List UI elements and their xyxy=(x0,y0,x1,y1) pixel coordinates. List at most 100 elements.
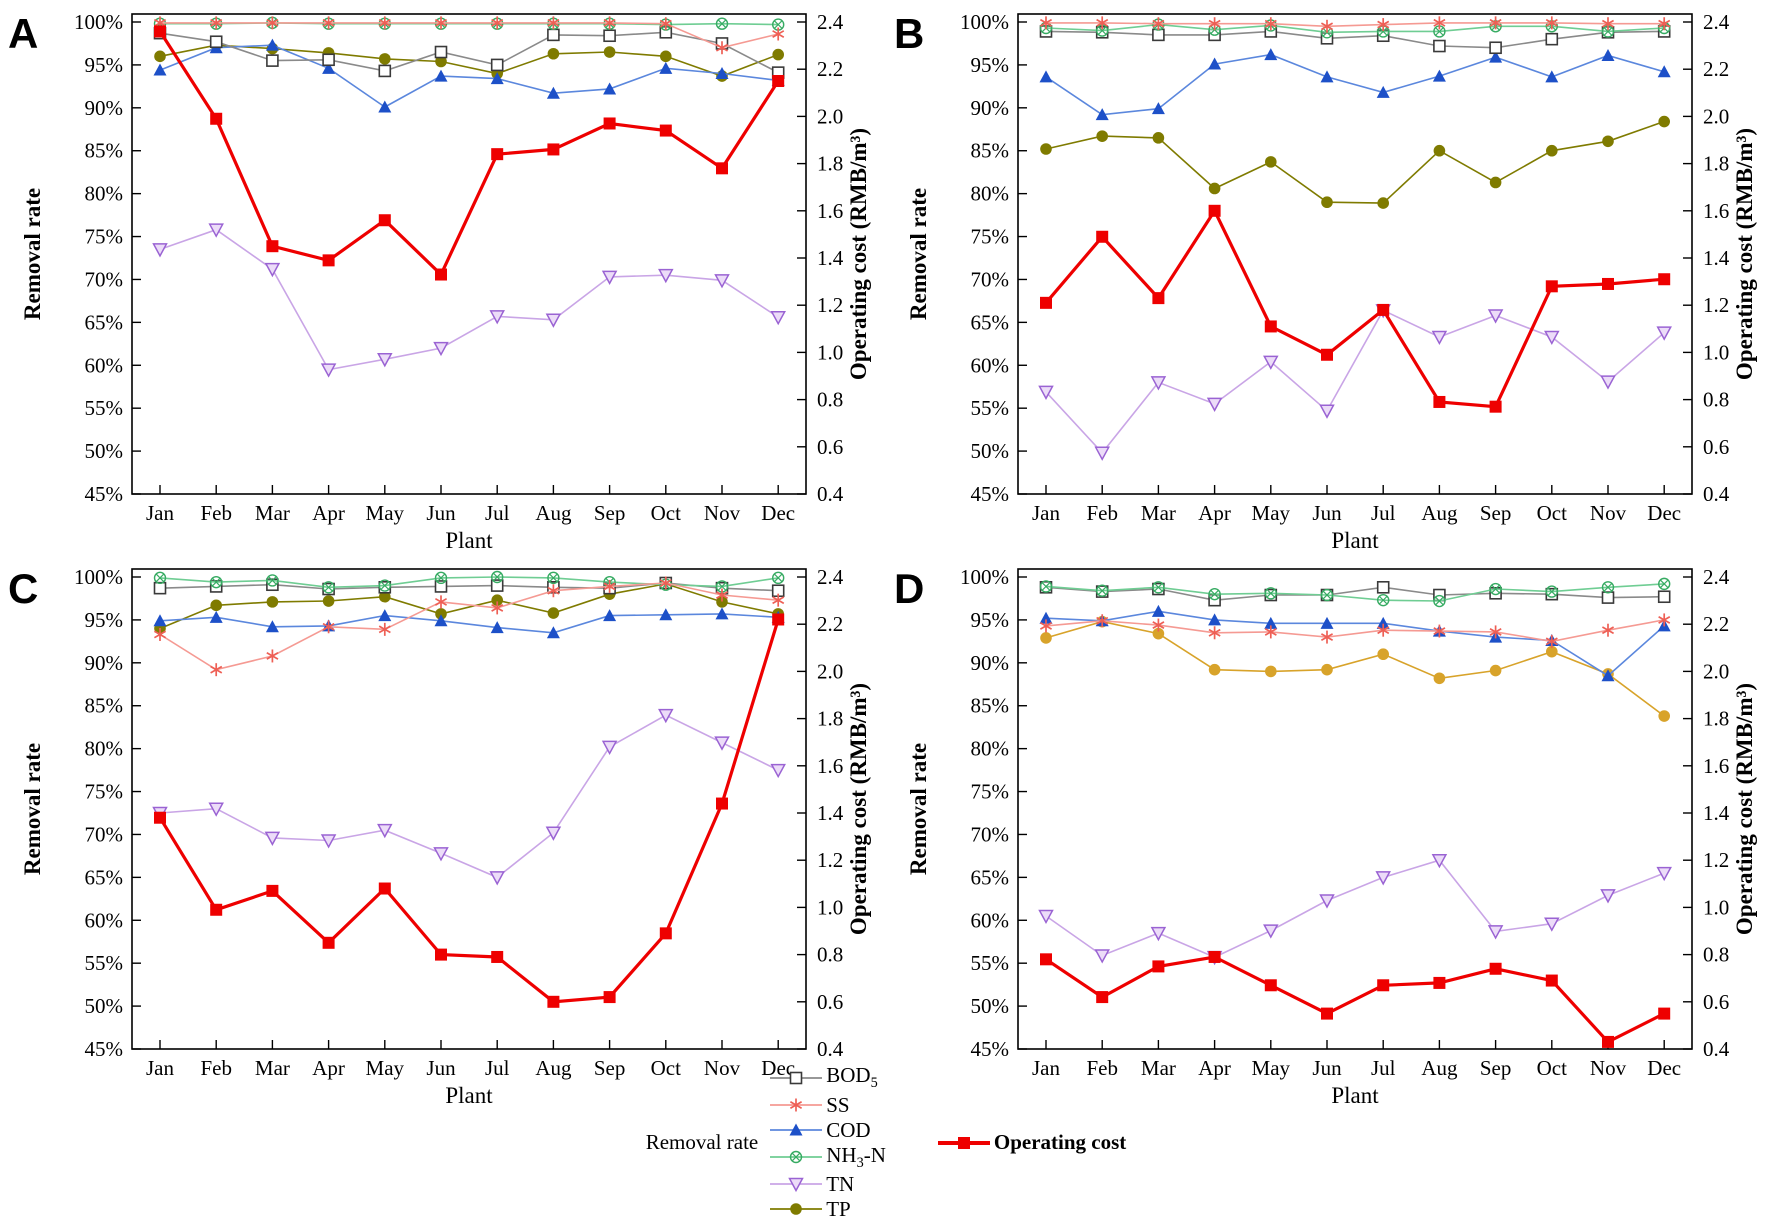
svg-text:45%: 45% xyxy=(85,482,124,506)
svg-text:Dec: Dec xyxy=(761,501,795,525)
svg-text:Operating cost (RMB/m³): Operating cost (RMB/m³) xyxy=(1732,683,1757,935)
svg-text:1.8: 1.8 xyxy=(817,152,843,176)
svg-text:Sep: Sep xyxy=(1480,1056,1512,1080)
svg-text:75%: 75% xyxy=(85,780,124,804)
svg-text:1.4: 1.4 xyxy=(1703,246,1730,270)
svg-text:1.6: 1.6 xyxy=(817,754,843,778)
svg-text:1.8: 1.8 xyxy=(1703,707,1729,731)
legend-marker-asterisk xyxy=(770,1098,823,1112)
svg-text:Oct: Oct xyxy=(1537,501,1567,525)
svg-text:100%: 100% xyxy=(74,10,123,34)
panel-B: 100% 95% 90% 85% 80% 75% 70% 65% 60% 55% 50% 45% 2.4… xyxy=(886,0,1772,555)
svg-text:B: B xyxy=(894,10,924,57)
panel-B-chart: 100% 95% 90% 85% 80% 75% 70% 65% 60% 55% 50% 45% 2.4… xyxy=(894,10,1757,553)
svg-text:Dec: Dec xyxy=(1647,501,1681,525)
legend-marker-filled-triangle-up xyxy=(770,1123,823,1136)
svg-text:Operating cost (RMB/m³): Operating cost (RMB/m³) xyxy=(1732,128,1757,380)
svg-text:70%: 70% xyxy=(971,267,1010,291)
panel-D-chart: 100% 95% 90% 85% 80% 75% 70% 65% 60% 55% 50% 45% 2.4… xyxy=(894,565,1757,1108)
svg-text:1.0: 1.0 xyxy=(817,340,843,364)
svg-text:2.4: 2.4 xyxy=(817,565,844,589)
legend-marker-circle-x xyxy=(770,1150,823,1164)
svg-text:90%: 90% xyxy=(971,651,1010,675)
svg-text:Sep: Sep xyxy=(1480,501,1512,525)
svg-text:45%: 45% xyxy=(971,1037,1010,1061)
svg-text:60%: 60% xyxy=(85,353,124,377)
svg-text:1.2: 1.2 xyxy=(1703,293,1729,317)
panel-D: 100% 95% 90% 85% 80% 75% 70% 65% 60% 55% 50% 45% 2.4… xyxy=(886,555,1772,1110)
svg-text:0.8: 0.8 xyxy=(817,388,843,412)
svg-text:Removal rate: Removal rate xyxy=(20,188,45,320)
svg-text:90%: 90% xyxy=(85,651,124,675)
svg-text:100%: 100% xyxy=(74,565,123,589)
svg-text:65%: 65% xyxy=(85,310,124,334)
svg-text:Nov: Nov xyxy=(1590,1056,1627,1080)
svg-text:Removal rate: Removal rate xyxy=(906,743,931,875)
svg-text:70%: 70% xyxy=(85,267,124,291)
svg-text:Operating cost (RMB/m³): Operating cost (RMB/m³) xyxy=(846,683,871,935)
svg-text:0.8: 0.8 xyxy=(1703,388,1729,412)
svg-text:Removal rate: Removal rate xyxy=(20,743,45,875)
svg-text:55%: 55% xyxy=(85,396,124,420)
legend-item-operating-cost: Operating cost xyxy=(936,1130,1126,1155)
svg-text:1.6: 1.6 xyxy=(817,199,843,223)
svg-text:Dec: Dec xyxy=(761,1056,795,1080)
panel-A-chart: 100% 95% 90% 85% 80% 75% 70% 65% 60% 55% 50% 45% 2.4… xyxy=(8,10,871,553)
svg-text:Plant: Plant xyxy=(1331,1083,1379,1108)
svg-text:2.2: 2.2 xyxy=(817,612,843,636)
svg-text:60%: 60% xyxy=(971,353,1010,377)
legend-item-tn: TN xyxy=(768,1172,886,1197)
svg-text:95%: 95% xyxy=(85,53,124,77)
svg-text:Jun: Jun xyxy=(426,1056,456,1080)
svg-text:C: C xyxy=(8,565,38,612)
svg-text:0.4: 0.4 xyxy=(1703,482,1730,506)
svg-text:1.0: 1.0 xyxy=(1703,340,1729,364)
svg-text:2.0: 2.0 xyxy=(817,104,843,128)
svg-text:Operating cost (RMB/m³): Operating cost (RMB/m³) xyxy=(846,128,871,380)
svg-text:1.4: 1.4 xyxy=(1703,801,1730,825)
svg-text:Sep: Sep xyxy=(594,1056,626,1080)
svg-text:Plant: Plant xyxy=(445,1083,493,1108)
svg-text:80%: 80% xyxy=(971,737,1010,761)
svg-text:1.0: 1.0 xyxy=(1703,895,1729,919)
legend-label-operating-cost: Operating cost xyxy=(993,1130,1127,1154)
svg-text:1.2: 1.2 xyxy=(1703,848,1729,872)
svg-text:0.4: 0.4 xyxy=(1703,1037,1730,1061)
svg-text:Jul: Jul xyxy=(485,1056,510,1080)
svg-text:65%: 65% xyxy=(971,865,1010,889)
svg-text:1.6: 1.6 xyxy=(1703,754,1729,778)
svg-text:90%: 90% xyxy=(85,96,124,120)
svg-text:Sep: Sep xyxy=(594,501,626,525)
svg-text:Jul: Jul xyxy=(1371,501,1396,525)
legend-label-tp: TP xyxy=(826,1196,851,1221)
panel-C: 100% 95% 90% 85% 80% 75% 70% 65% 60% 55% 50% 45% 2.4… xyxy=(0,555,886,1110)
svg-text:1.2: 1.2 xyxy=(817,293,843,317)
svg-text:0.6: 0.6 xyxy=(817,435,843,459)
svg-text:0.6: 0.6 xyxy=(1703,990,1729,1014)
svg-text:Mar: Mar xyxy=(255,501,290,525)
svg-text:2.0: 2.0 xyxy=(817,659,843,683)
svg-text:1.8: 1.8 xyxy=(1703,152,1729,176)
svg-text:100%: 100% xyxy=(960,10,1009,34)
svg-text:0.6: 0.6 xyxy=(817,990,843,1014)
panel-A: 100% 95% 90% 85% 80% 75% 70% 65% 60% 55% 50% 45% 2.4… xyxy=(0,0,886,555)
svg-text:2.4: 2.4 xyxy=(1703,10,1730,34)
svg-text:Aug: Aug xyxy=(1421,501,1458,525)
svg-text:55%: 55% xyxy=(971,396,1010,420)
svg-text:Nov: Nov xyxy=(704,501,741,525)
legend-item-bod5: BOD5 xyxy=(768,1063,886,1092)
svg-text:55%: 55% xyxy=(85,951,124,975)
svg-text:Aug: Aug xyxy=(535,1056,572,1080)
svg-text:Jan: Jan xyxy=(146,501,174,525)
legend-item-cod: COD xyxy=(768,1118,886,1143)
legend-title: Removal rate xyxy=(645,1130,759,1154)
svg-text:60%: 60% xyxy=(85,908,124,932)
svg-text:1.6: 1.6 xyxy=(1703,199,1729,223)
svg-text:0.8: 0.8 xyxy=(1703,943,1729,967)
svg-text:65%: 65% xyxy=(971,310,1010,334)
svg-text:2.4: 2.4 xyxy=(817,10,844,34)
svg-text:85%: 85% xyxy=(971,694,1010,718)
svg-text:1.4: 1.4 xyxy=(817,246,844,270)
svg-text:1.4: 1.4 xyxy=(817,801,844,825)
